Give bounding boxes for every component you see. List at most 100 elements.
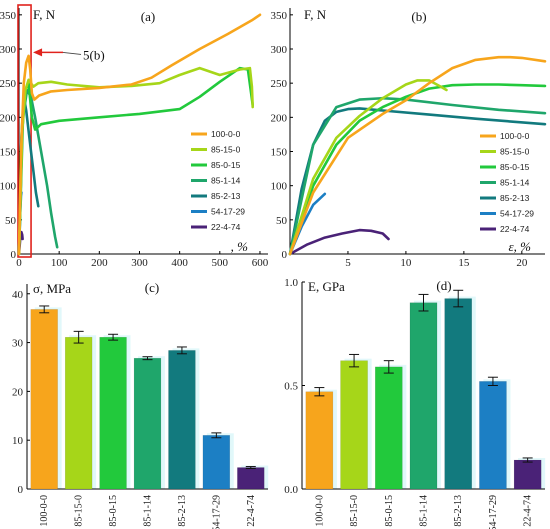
bar-85-1-14 (133, 357, 162, 490)
x-tick-label: 0 (16, 257, 22, 269)
legend-label-85-15-0: 85-15-0 (500, 147, 530, 157)
y-tick-label: 250 (271, 78, 288, 90)
y-tick-label: 150 (0, 147, 17, 159)
category-label-22-4-74: 22-4-74 (523, 495, 534, 527)
category-label-85-1-14: 85-1-14 (143, 495, 154, 527)
panel-label: (c) (145, 280, 159, 295)
series-line-100-0-0 (288, 55, 547, 256)
category-label-85-15-0: 85-15-0 (74, 495, 85, 527)
category-label-100-0-0: 100-0-0 (39, 495, 50, 527)
x-axis-label: , % (231, 239, 249, 254)
x-tick-label: 15 (458, 257, 470, 269)
bar-85-15-0 (340, 360, 368, 490)
bar-100-0-0 (305, 391, 334, 490)
panel-label: (a) (141, 9, 155, 24)
category-label-85-1-14: 85-1-14 (419, 495, 430, 527)
series-line-22-4-74 (288, 228, 390, 256)
y-tick-label: 200 (271, 112, 288, 124)
y-tick-label: 30 (12, 338, 24, 350)
x-tick-label: 100 (51, 257, 68, 269)
bar-100-0-0 (30, 309, 58, 490)
bar-85-0-15 (99, 336, 127, 490)
x-tick-label: 300 (131, 257, 148, 269)
highlight-region-box (17, 4, 32, 258)
y-tick-label: 200 (0, 112, 17, 124)
y-tick-label: 0 (18, 484, 24, 496)
legend-label-85-2-13: 85-2-13 (500, 193, 530, 203)
y-tick-label: 10 (12, 435, 24, 447)
bar-85-0-15 (374, 366, 403, 490)
y-tick-label: 1.0 (284, 277, 298, 289)
chart-panel-c: 0 10 20 30 40 100-0-0 85-15-0 85-0-15 85-1-14 85-… (12, 280, 269, 529)
legend-label-85-15-0: 85-15-0 (211, 145, 241, 155)
y-tick-label: 100 (0, 181, 17, 193)
bar-22-4-74 (513, 459, 542, 490)
legend-label-22-4-74: 22-4-74 (500, 224, 530, 234)
category-label-100-0-0: 100-0-0 (314, 495, 325, 527)
category-label-85-2-13: 85-2-13 (177, 495, 188, 527)
category-label-85-2-13: 85-2-13 (453, 495, 464, 527)
y-tick-label: 50 (5, 215, 17, 227)
category-label-54-17-29: 54-17-29 (488, 495, 499, 529)
y-tick-label: 100 (271, 181, 288, 193)
bar-54-17-29 (479, 381, 507, 490)
legend-label-54-17-29: 54-17-29 (500, 209, 534, 219)
bar-54-17-29 (202, 435, 231, 490)
legend-label-85-2-13: 85-2-13 (211, 191, 241, 201)
y-tick-label: 350 (271, 10, 288, 22)
legend-label-85-1-14: 85-1-14 (211, 176, 241, 186)
legend-label-85-1-14: 85-1-14 (500, 178, 530, 188)
legend-label-85-0-15: 85-0-15 (500, 162, 530, 172)
y-tick-label: 20 (12, 386, 24, 398)
y-tick-label: 250 (0, 78, 17, 90)
series-line-85-15-0 (288, 79, 448, 256)
x-tick-label: 10 (400, 257, 412, 269)
legend-label-22-4-74: 22-4-74 (211, 222, 241, 232)
category-label-85-15-0: 85-15-0 (349, 495, 360, 527)
bar-85-2-13 (444, 298, 473, 490)
y-tick-label: 0 (282, 249, 288, 261)
x-tick-label: 20 (516, 257, 528, 269)
y-axis-label: σ, MPa (33, 281, 71, 296)
y-tick-label: 0.5 (284, 381, 298, 393)
y-tick-label: 350 (0, 10, 17, 22)
y-tick-label: 0 (11, 249, 17, 261)
category-label-22-4-74: 22-4-74 (246, 495, 257, 527)
panel-label: (b) (411, 9, 426, 24)
chart-panel-a: 0 50 100 150 200 250 300 350 0 100 200 300 400 500 600… (0, 4, 269, 269)
chart-panel-d: 0.0 0.5 1.0 100-0-0 85-15-0 85-0-15 85-1-14 85-… (284, 277, 546, 529)
bar-85-15-0 (64, 336, 93, 490)
legend-label-54-17-29: 54-17-29 (211, 207, 245, 217)
category-label-85-0-15: 85-0-15 (384, 495, 395, 527)
x-axis-label: ε, % (509, 239, 532, 254)
x-tick-label: 500 (212, 257, 229, 269)
chart-panel-b: 0 50 100 150 200 250 300 350 5 10 15 20 100-0-0 85-15… (271, 7, 547, 269)
x-tick-label: 400 (171, 257, 188, 269)
bar-85-2-13 (168, 350, 196, 490)
y-axis-label: F, N (33, 7, 56, 22)
annotation-label: 5(b) (83, 47, 105, 62)
y-tick-label: 300 (271, 44, 288, 56)
category-label-85-0-15: 85-0-15 (108, 495, 119, 527)
y-tick-label: 150 (271, 147, 288, 159)
y-axis-label: E, GPa (308, 279, 345, 294)
bar-22-4-74 (237, 467, 265, 490)
annotation-leader (63, 52, 82, 55)
y-axis-label: F, N (304, 7, 327, 22)
panel-label: (d) (436, 278, 451, 293)
bar-85-1-14 (409, 302, 438, 490)
legend-label-85-0-15: 85-0-15 (211, 160, 241, 170)
y-tick-label: 300 (0, 44, 17, 56)
y-tick-label: 40 (12, 289, 24, 301)
legend-label-100-0-0: 100-0-0 (211, 129, 241, 139)
x-tick-label: 200 (91, 257, 108, 269)
y-tick-label: 50 (276, 215, 288, 227)
annotation-arrow-head (33, 48, 43, 57)
y-tick-label: 0.0 (284, 484, 298, 496)
series-line-100-0-0 (17, 13, 262, 256)
category-label-54-17-29: 54-17-29 (211, 495, 222, 529)
x-tick-label: 5 (345, 257, 351, 269)
x-tick-label: 600 (252, 257, 269, 269)
legend-label-100-0-0: 100-0-0 (500, 131, 530, 141)
